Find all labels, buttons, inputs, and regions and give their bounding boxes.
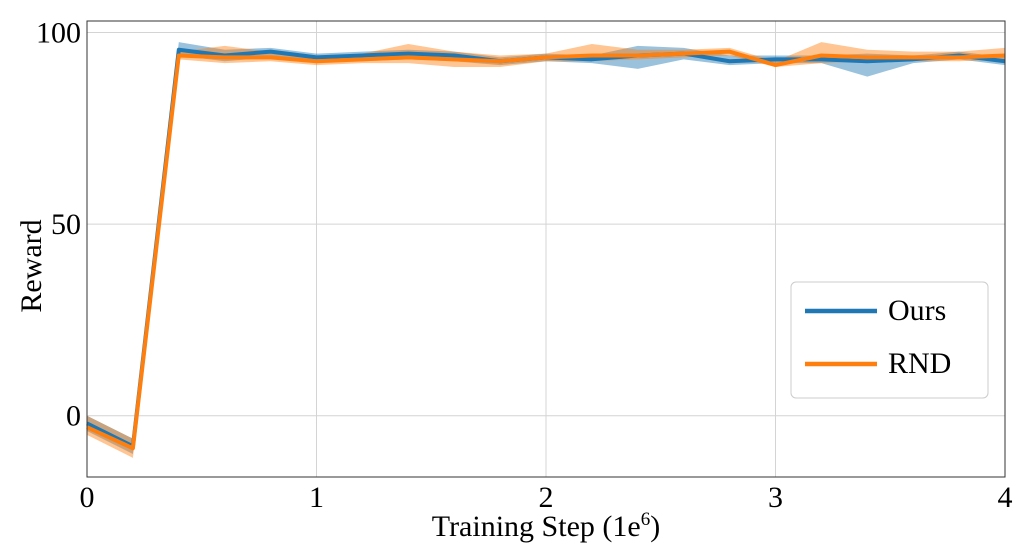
x-tick-label: 3 <box>768 481 783 514</box>
grid-layer <box>86 21 1006 477</box>
x-tick-label: 4 <box>998 481 1013 514</box>
plot-frame <box>86 20 1006 478</box>
legend-label-rnd: RND <box>888 347 951 380</box>
series-lines <box>86 47 1006 451</box>
y-tick-labels: 0 50 100 <box>36 16 81 432</box>
legend: Ours RND <box>790 281 989 399</box>
y-tick-label: 100 <box>36 16 81 49</box>
y-tick-label: 0 <box>66 400 81 433</box>
y-axis-title: Reward <box>15 219 48 312</box>
x-tick-label: 0 <box>80 481 95 514</box>
x-tick-label: 1 <box>309 481 324 514</box>
x-axis-title: Training Step (1e6) <box>432 509 660 543</box>
x-tick-labels: 0 1 2 3 4 <box>80 481 1013 514</box>
legend-label-ours: Ours <box>888 294 946 327</box>
y-tick-label: 50 <box>51 208 81 241</box>
line-rnd <box>86 49 1006 451</box>
x-tick-label: 2 <box>539 481 554 514</box>
